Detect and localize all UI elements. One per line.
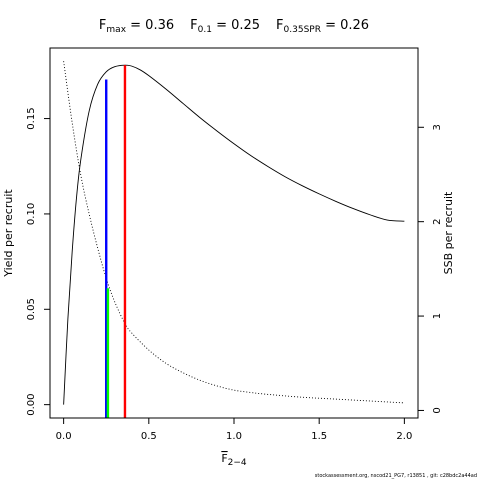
x-tick-label: 2.0 <box>396 431 412 442</box>
x-tick-label: 1.5 <box>311 431 327 442</box>
x-axis: 0.0 0.5 1.0 1.5 2.0 <box>56 417 412 442</box>
y-left-tick-label: 0.15 <box>26 107 37 129</box>
y-left-tick-label: 0.00 <box>26 394 37 416</box>
y-axis-left-label: Yield per recruit <box>2 189 15 278</box>
y-axis-right: 0 1 2 3 <box>418 124 443 414</box>
chart-title: Fmax = 0.36 F0.1 = 0.25 F0.35SPR = 0.26 <box>99 18 369 35</box>
x-axis-label: F2−4 <box>221 452 247 468</box>
yield-per-recruit-line <box>63 64 405 405</box>
footnote: stockassessment.org, nscod21_PG7, r13851… <box>315 473 477 479</box>
y-right-tick-label: 0 <box>432 407 443 413</box>
y-right-tick-label: 2 <box>432 218 443 224</box>
x-tick-label: 0.0 <box>56 431 72 442</box>
y-axis-right-label: SSB per recruit <box>442 191 455 274</box>
chart-title-text: Fmax = 0.36 F0.1 = 0.25 F0.35SPR = 0.26 <box>99 18 369 35</box>
y-left-tick-label: 0.10 <box>26 203 37 225</box>
y-right-tick-label: 1 <box>432 313 443 319</box>
y-right-tick-label: 3 <box>432 124 443 130</box>
y-left-tick-label: 0.05 <box>26 298 37 320</box>
x-tick-label: 1.0 <box>226 431 242 442</box>
x-tick-label: 0.5 <box>141 431 157 442</box>
reference-lines-group <box>105 65 127 418</box>
y-axis-left: 0.00 0.05 0.10 0.15 <box>26 107 50 416</box>
series-group <box>63 61 405 405</box>
ssb-per-recruit-line <box>63 61 405 404</box>
